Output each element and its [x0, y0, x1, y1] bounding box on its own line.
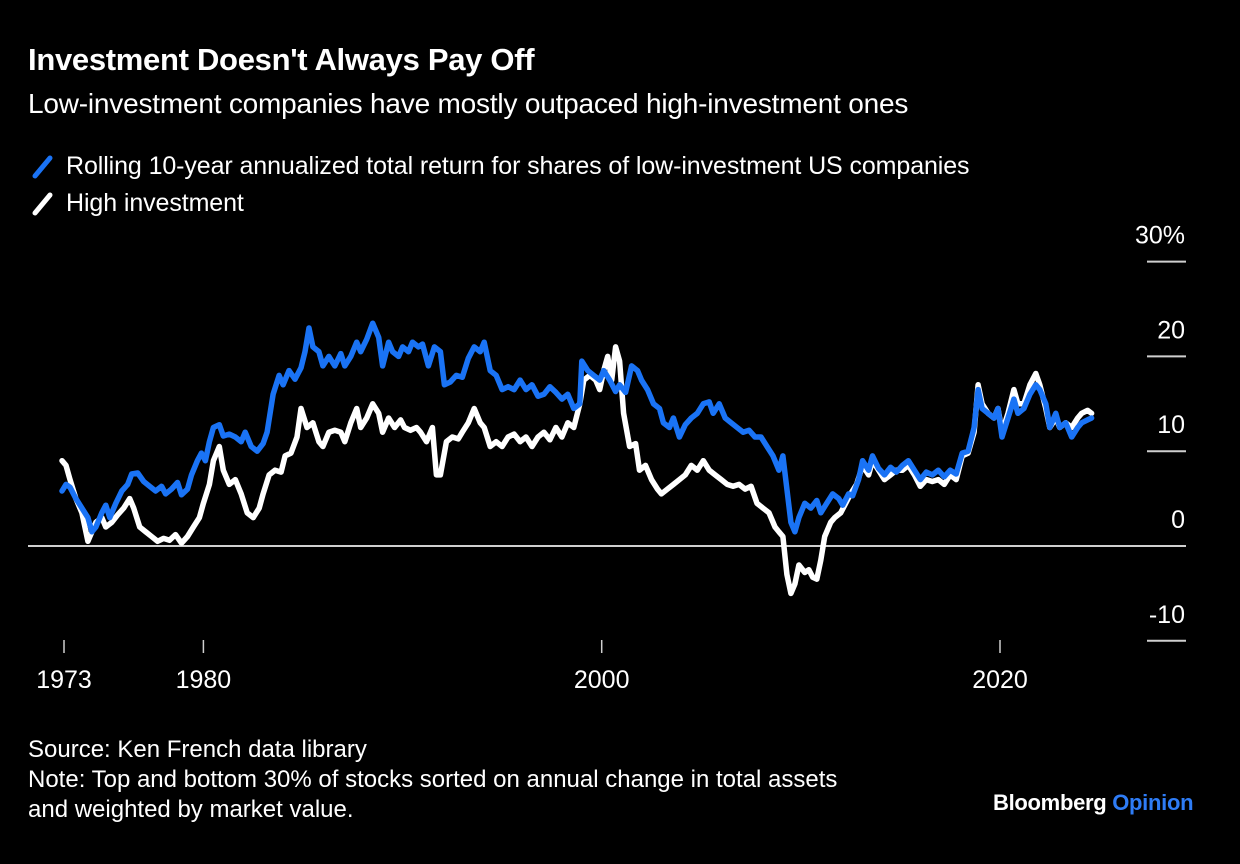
legend-label-high: High investment — [66, 189, 244, 217]
source-note: Source: Ken French data library — [28, 736, 367, 763]
legend-item-low-investment: Rolling 10-year annualized total return … — [30, 148, 970, 185]
footer: Source: Ken French data library Note: To… — [28, 735, 837, 825]
diagonal-line-icon — [32, 192, 53, 215]
x-axis: 1973 1980 2000 2020 — [36, 640, 1028, 694]
legend-item-high-investment: High investment — [30, 185, 969, 222]
y-tick-label: 10 — [1157, 411, 1185, 439]
series-layer — [59, 320, 1095, 597]
y-tick-label: -10 — [1149, 601, 1185, 629]
methodology-note-line-2: and weighted by market value. — [28, 796, 354, 823]
y-tick-label: 0 — [1171, 506, 1185, 534]
legend-swatch-low — [32, 155, 53, 178]
y-axis: 30% 20 10 0 -10 — [28, 222, 1186, 642]
x-tick-label: 2020 — [972, 666, 1028, 694]
chart-title: Investment Doesn't Always Pay Off — [28, 42, 535, 77]
y-tick-label: 30% — [1135, 222, 1185, 250]
brand-suffix: Opinion — [1112, 790, 1194, 815]
series-line-high-investment — [59, 344, 1095, 597]
legend-label-low: Rolling 10-year annualized total return … — [66, 152, 970, 180]
diagonal-line-icon — [32, 155, 53, 178]
x-tick-label: 1973 — [36, 666, 92, 694]
chart-subtitle: Low-investment companies have mostly out… — [28, 88, 909, 119]
brand-name: Bloomberg — [993, 790, 1107, 815]
series-line-low-investment — [59, 320, 1095, 535]
legend-swatch-high — [32, 192, 53, 215]
legend: Rolling 10-year annualized total return … — [30, 148, 970, 222]
methodology-note-line-1: Note: Top and bottom 30% of stocks sorte… — [28, 766, 838, 793]
x-tick-label: 2000 — [574, 666, 630, 694]
bloomberg-opinion-logo: Bloomberg Opinion — [993, 790, 1194, 816]
x-tick-label: 1980 — [176, 666, 232, 694]
y-tick-label: 20 — [1157, 316, 1185, 344]
